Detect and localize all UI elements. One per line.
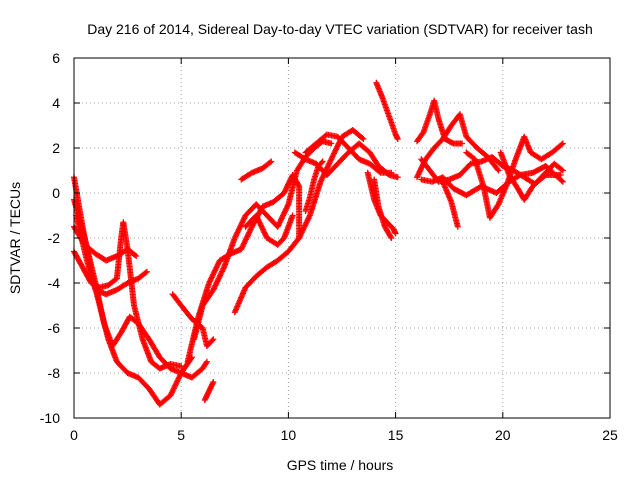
series-track-15 <box>302 158 326 214</box>
data-point <box>515 172 522 179</box>
data-point <box>267 159 274 166</box>
series-track-11 <box>238 158 275 183</box>
data-point <box>295 182 302 188</box>
series-track-20 <box>414 111 502 181</box>
data-point <box>392 230 399 237</box>
y-tick-label: -8 <box>48 365 61 381</box>
data-point <box>328 140 335 147</box>
series-track-9 <box>191 138 335 343</box>
y-tick-label: 0 <box>52 185 60 201</box>
y-tick-label: 6 <box>52 50 60 66</box>
x-tick-labels: 0 5 10 15 20 25 <box>70 427 618 443</box>
data-points <box>71 79 566 408</box>
data-point <box>142 269 149 276</box>
axis-ticks <box>73 57 611 419</box>
x-tick-label: 0 <box>70 427 78 443</box>
x-tick-label: 20 <box>495 427 511 443</box>
grid-lines <box>74 58 610 418</box>
data-point <box>318 159 325 166</box>
series-track-22 <box>439 178 461 230</box>
data-point <box>558 166 565 173</box>
chart-title: Day 216 of 2014, Sidereal Day-to-day VTE… <box>87 21 593 37</box>
data-point <box>289 212 296 219</box>
y-axis-label: SDTVAR / TECUs <box>7 182 23 294</box>
data-point <box>387 233 394 240</box>
data-point <box>376 168 383 175</box>
x-tick-label: 5 <box>177 427 185 443</box>
y-tick-label: 2 <box>52 140 60 156</box>
y-tick-label: -4 <box>48 275 61 291</box>
data-point <box>559 178 566 185</box>
series-track-14 <box>302 131 395 176</box>
series-track-18 <box>371 176 395 241</box>
data-point <box>559 167 566 174</box>
series-track-12 <box>242 212 296 248</box>
series-track-7 <box>201 379 217 403</box>
data-point <box>494 166 501 173</box>
data-point <box>559 140 566 147</box>
x-tick-label: 10 <box>281 427 297 443</box>
data-point <box>388 169 395 176</box>
y-tick-label: -6 <box>48 320 61 336</box>
y-tick-label: -10 <box>40 410 60 426</box>
y-tick-label: 4 <box>52 95 60 111</box>
x-tick-label: 25 <box>602 427 618 443</box>
data-point <box>210 336 217 343</box>
series-track-19 <box>414 97 466 147</box>
data-point <box>394 174 401 181</box>
data-point <box>495 167 502 174</box>
data-point <box>394 136 401 142</box>
data-point <box>133 253 140 259</box>
series-track-24 <box>418 163 566 199</box>
data-point <box>388 235 395 241</box>
data-point <box>558 177 565 184</box>
data-point <box>143 268 150 275</box>
data-point <box>203 358 210 365</box>
data-point <box>459 140 466 147</box>
data-point <box>558 141 565 148</box>
data-point <box>210 379 217 385</box>
data-point <box>360 136 367 142</box>
data-point <box>131 252 138 259</box>
data-point <box>454 223 461 230</box>
x-tick-label: 15 <box>388 427 404 443</box>
series-track-25 <box>497 149 566 203</box>
series-track-3 <box>71 219 185 372</box>
x-axis-label: GPS time / hours <box>287 457 394 473</box>
y-tick-label: -2 <box>48 230 61 246</box>
data-point <box>178 363 185 370</box>
data-point <box>209 337 216 344</box>
y-tick-labels: -10 -8 -6 -4 -2 0 2 4 6 <box>40 50 60 426</box>
data-point <box>319 158 326 165</box>
data-point <box>359 135 366 141</box>
data-point <box>268 158 275 165</box>
series-track-17 <box>373 79 401 142</box>
